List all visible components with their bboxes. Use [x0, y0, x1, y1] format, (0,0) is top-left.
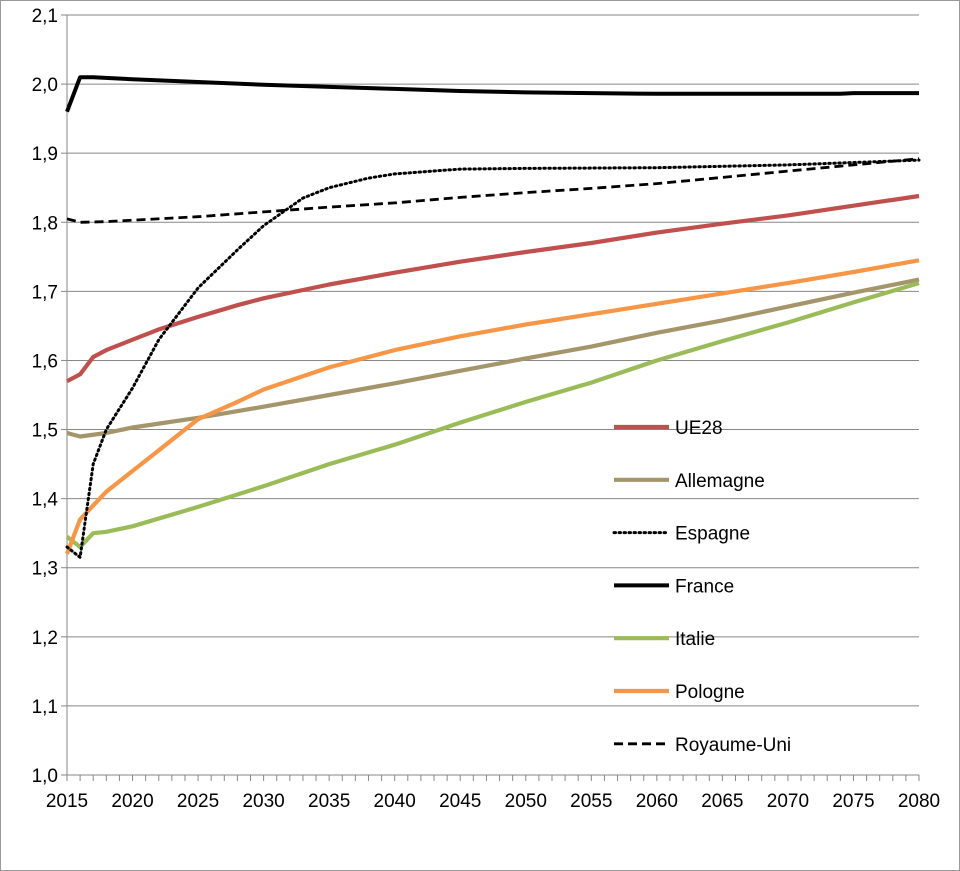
- legend-label: France: [675, 576, 734, 597]
- axes: [61, 14, 920, 781]
- x-tick-label: 2070: [767, 791, 809, 812]
- y-tick-label: 1,0: [32, 766, 58, 787]
- y-tick-label: 1,5: [32, 421, 58, 442]
- legend-label: Allemagne: [675, 471, 765, 492]
- legend-item-royaume-uni: Royaume-Uni: [614, 735, 791, 756]
- y-tick-label: 1,1: [32, 697, 58, 718]
- legend-item-allemagne: Allemagne: [614, 471, 765, 492]
- y-tick-label: 1,7: [32, 282, 58, 303]
- legend: UE28 Allemagne Espagne France Italie Pologne R…: [612, 418, 791, 756]
- y-tick-label: 2,0: [32, 75, 58, 96]
- series-line-espagne: [65, 158, 921, 559]
- gridlines: [67, 14, 919, 707]
- series-line-pologne: [65, 258, 920, 555]
- x-tick-label: 2015: [46, 791, 88, 812]
- x-tick-label: 2050: [505, 791, 547, 812]
- legend-item-france: France: [614, 576, 734, 597]
- x-tick-label: 2045: [439, 791, 481, 812]
- series-line-france: [65, 75, 919, 113]
- x-tick-label: 2025: [177, 791, 219, 812]
- x-tick-label: 2065: [701, 791, 743, 812]
- x-tick-label: 2035: [308, 791, 350, 812]
- x-tick-label: 2060: [636, 791, 678, 812]
- y-tick-label: 1,3: [32, 559, 58, 580]
- series-line-ue28: [66, 193, 920, 384]
- legend-label: Italie: [675, 629, 715, 650]
- y-tick-label: 1,8: [32, 213, 58, 234]
- y-tick-label: 1,6: [32, 351, 58, 372]
- tick-labels: 1,0 1,1 1,2 1,3 1,4 1,5 1,6 1,7 1,8 1,9 2,0 2,1 2015…: [32, 6, 941, 812]
- series-line-italie: [65, 281, 920, 550]
- y-tick-label: 1,4: [32, 490, 59, 511]
- legend-label: UE28: [675, 418, 723, 439]
- legend-label: Royaume-Uni: [675, 735, 791, 756]
- legend-label: Espagne: [675, 524, 750, 545]
- y-tick-label: 1,2: [32, 628, 58, 649]
- series-line-allemagne: [66, 277, 920, 439]
- legend-label: Pologne: [675, 682, 745, 703]
- x-tick-label: 2040: [374, 791, 416, 812]
- x-tick-label: 2080: [898, 791, 940, 812]
- legend-item-pologne: Pologne: [614, 682, 745, 703]
- legend-item-italie: Italie: [614, 629, 715, 650]
- legend-item-espagne: Espagne: [612, 524, 750, 545]
- y-tick-label: 1,9: [32, 144, 58, 165]
- series-line-royaume-uni: [66, 157, 920, 224]
- legend-item-ue28: UE28: [614, 418, 723, 439]
- x-tick-label: 2055: [570, 791, 612, 812]
- series-lines: [65, 75, 921, 559]
- x-tick-label: 2030: [242, 791, 284, 812]
- x-tick-label: 2020: [111, 791, 153, 812]
- x-tick-label: 2075: [832, 791, 874, 812]
- y-tick-label: 2,1: [32, 6, 58, 27]
